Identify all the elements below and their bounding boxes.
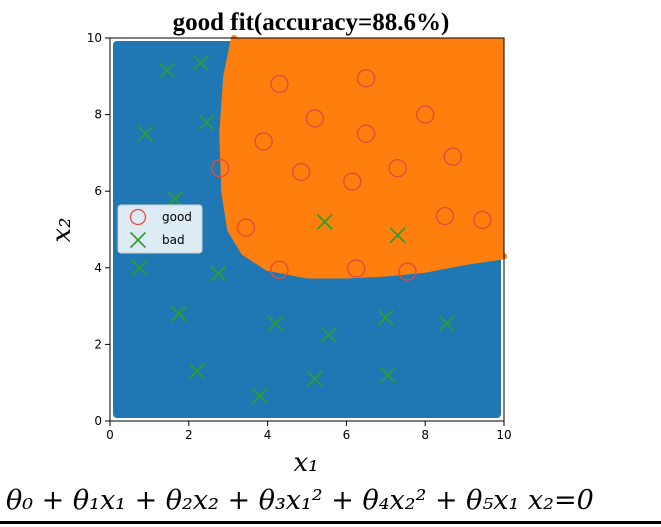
bad-point [377, 309, 394, 326]
y-tick-label: 8 [94, 108, 102, 122]
bad-point [210, 265, 227, 282]
plot-frame [109, 37, 505, 422]
legend-good-marker [129, 208, 147, 226]
legend-good-label: good [162, 210, 192, 224]
good-point [254, 132, 273, 151]
good-point [236, 218, 256, 237]
good-point [356, 69, 376, 88]
bad-point [267, 315, 284, 332]
bad-point [131, 259, 148, 276]
decision-regions [113, 35, 507, 418]
good-point [356, 124, 376, 143]
bad-point [389, 227, 406, 244]
y-tick-label: 0 [94, 414, 102, 428]
chart-title: good fit(accuracy=88.6%) [173, 9, 450, 36]
legend-bad-label: bad [162, 233, 185, 247]
good-point [398, 262, 417, 281]
good-point [473, 210, 492, 230]
y-tick-label: 6 [94, 184, 102, 198]
x-tick-label: 4 [264, 428, 272, 442]
equation-underline [0, 521, 661, 524]
good-point [270, 260, 289, 279]
good-point [305, 109, 325, 128]
good-point [347, 259, 366, 278]
bad-point [320, 326, 337, 343]
bad-point [192, 54, 209, 71]
x-tick-label: 10 [496, 428, 511, 442]
markers [131, 54, 492, 405]
good-point [291, 162, 311, 182]
y-axis-label: x₂ [47, 217, 77, 242]
bad-point [198, 114, 215, 131]
bad-point [316, 213, 333, 230]
bad-point [438, 315, 455, 332]
good-region [219, 35, 507, 279]
good-point [443, 147, 462, 166]
good-point [343, 172, 362, 191]
x-tick-label: 0 [106, 428, 114, 442]
y-tick-label: 2 [94, 337, 102, 351]
y-tick-label: 4 [94, 261, 102, 275]
good-point [270, 74, 289, 94]
x-axis-label: x₁ [293, 448, 318, 478]
axes: 0 2 4 6 8 10 0 2 4 6 8 10 [87, 31, 512, 442]
good-point [435, 206, 455, 226]
good-point [211, 159, 230, 178]
decision-boundary-equation: θ₀ + θ₁x₁ + θ₂x₂ + θ₃x₁² + θ₄x₂² + θ₅x₁ … [6, 485, 594, 516]
bad-point [137, 125, 154, 142]
bad-point [170, 305, 188, 322]
good-point [388, 159, 407, 178]
x-tick-label: 2 [185, 428, 193, 442]
legend: good bad [117, 204, 203, 254]
bad-point [166, 190, 184, 207]
bad-point [159, 62, 176, 79]
bad-point [379, 366, 396, 384]
bad-point [188, 363, 205, 380]
bad-point [306, 370, 323, 387]
bad-point [251, 388, 268, 405]
x-tick-label: 8 [421, 428, 429, 442]
legend-bad-marker [129, 231, 147, 249]
good-point [416, 105, 435, 124]
y-tick-label: 10 [87, 31, 102, 45]
x-tick-label: 6 [343, 428, 351, 442]
